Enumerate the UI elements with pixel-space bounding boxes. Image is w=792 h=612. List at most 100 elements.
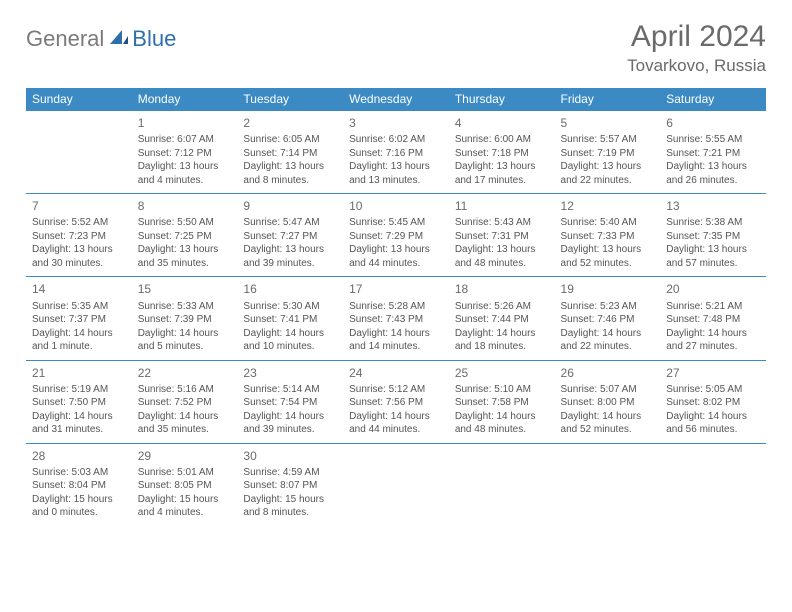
sunrise-text: Sunrise: 5:43 AM — [455, 216, 549, 230]
header: General Blue April 2024 Tovarkovo, Russi… — [26, 20, 766, 76]
daylight-text: Daylight: 13 hours and 17 minutes. — [455, 160, 549, 187]
sunset-text: Sunset: 8:00 PM — [561, 396, 655, 410]
day-cell — [449, 443, 555, 526]
daylight-text: Daylight: 14 hours and 10 minutes. — [243, 327, 337, 354]
sunrise-text: Sunrise: 5:30 AM — [243, 300, 337, 314]
sunrise-text: Sunrise: 5:45 AM — [349, 216, 443, 230]
sunset-text: Sunset: 7:43 PM — [349, 313, 443, 327]
day-number: 20 — [666, 281, 760, 297]
daylight-text: Daylight: 14 hours and 52 minutes. — [561, 410, 655, 437]
day-cell: 15Sunrise: 5:33 AMSunset: 7:39 PMDayligh… — [132, 277, 238, 360]
day-cell: 22Sunrise: 5:16 AMSunset: 7:52 PMDayligh… — [132, 360, 238, 443]
day-number: 29 — [138, 448, 232, 464]
calendar-body: 1Sunrise: 6:07 AMSunset: 7:12 PMDaylight… — [26, 111, 766, 526]
daylight-text: Daylight: 13 hours and 22 minutes. — [561, 160, 655, 187]
week-row: 1Sunrise: 6:07 AMSunset: 7:12 PMDaylight… — [26, 111, 766, 194]
sunrise-text: Sunrise: 5:23 AM — [561, 300, 655, 314]
day-cell: 24Sunrise: 5:12 AMSunset: 7:56 PMDayligh… — [343, 360, 449, 443]
sunset-text: Sunset: 7:18 PM — [455, 147, 549, 161]
day-cell: 3Sunrise: 6:02 AMSunset: 7:16 PMDaylight… — [343, 111, 449, 194]
day-number: 23 — [243, 365, 337, 381]
sunset-text: Sunset: 7:29 PM — [349, 230, 443, 244]
daylight-text: Daylight: 13 hours and 44 minutes. — [349, 243, 443, 270]
sunset-text: Sunset: 7:27 PM — [243, 230, 337, 244]
sunset-text: Sunset: 7:25 PM — [138, 230, 232, 244]
logo-text-general: General — [26, 26, 104, 52]
day-number: 8 — [138, 198, 232, 214]
day-cell: 29Sunrise: 5:01 AMSunset: 8:05 PMDayligh… — [132, 443, 238, 526]
sunrise-text: Sunrise: 5:07 AM — [561, 383, 655, 397]
daylight-text: Daylight: 15 hours and 4 minutes. — [138, 493, 232, 520]
sunrise-text: Sunrise: 5:38 AM — [666, 216, 760, 230]
daylight-text: Daylight: 14 hours and 31 minutes. — [32, 410, 126, 437]
daylight-text: Daylight: 13 hours and 4 minutes. — [138, 160, 232, 187]
sunset-text: Sunset: 8:07 PM — [243, 479, 337, 493]
week-row: 7Sunrise: 5:52 AMSunset: 7:23 PMDaylight… — [26, 194, 766, 277]
day-number: 13 — [666, 198, 760, 214]
daylight-text: Daylight: 14 hours and 22 minutes. — [561, 327, 655, 354]
weekday-header: Thursday — [449, 88, 555, 111]
day-cell: 2Sunrise: 6:05 AMSunset: 7:14 PMDaylight… — [237, 111, 343, 194]
day-cell: 25Sunrise: 5:10 AMSunset: 7:58 PMDayligh… — [449, 360, 555, 443]
sunrise-text: Sunrise: 5:26 AM — [455, 300, 549, 314]
day-number: 11 — [455, 198, 549, 214]
day-number: 7 — [32, 198, 126, 214]
logo: General Blue — [26, 26, 176, 52]
daylight-text: Daylight: 14 hours and 44 minutes. — [349, 410, 443, 437]
sunrise-text: Sunrise: 6:00 AM — [455, 133, 549, 147]
day-cell: 9Sunrise: 5:47 AMSunset: 7:27 PMDaylight… — [237, 194, 343, 277]
daylight-text: Daylight: 13 hours and 30 minutes. — [32, 243, 126, 270]
day-number: 12 — [561, 198, 655, 214]
daylight-text: Daylight: 14 hours and 56 minutes. — [666, 410, 760, 437]
day-cell: 21 Sunrise: 5:19 AMSunset: 7:50 PMDayligh… — [26, 360, 132, 443]
day-number: 25 — [455, 365, 549, 381]
day-cell: 4Sunrise: 6:00 AMSunset: 7:18 PMDaylight… — [449, 111, 555, 194]
sunset-text: Sunset: 7:14 PM — [243, 147, 337, 161]
sunrise-text: Sunrise: 5:50 AM — [138, 216, 232, 230]
day-number: 21 — [32, 365, 126, 381]
sunrise-text: Sunrise: 6:02 AM — [349, 133, 443, 147]
sunset-text: Sunset: 8:02 PM — [666, 396, 760, 410]
day-cell: 14Sunrise: 5:35 AMSunset: 7:37 PMDayligh… — [26, 277, 132, 360]
day-cell: 28Sunrise: 5:03 AMSunset: 8:04 PMDayligh… — [26, 443, 132, 526]
sunrise-text: Sunrise: 5:35 AM — [32, 300, 126, 314]
daylight-text: Daylight: 13 hours and 13 minutes. — [349, 160, 443, 187]
sunset-text: Sunset: 7:56 PM — [349, 396, 443, 410]
day-number: 16 — [243, 281, 337, 297]
weekday-header: Saturday — [660, 88, 766, 111]
day-number: 3 — [349, 115, 443, 131]
calendar-table: SundayMondayTuesdayWednesdayThursdayFrid… — [26, 88, 766, 526]
sunrise-text: Sunrise: 4:59 AM — [243, 466, 337, 480]
day-cell: 13Sunrise: 5:38 AMSunset: 7:35 PMDayligh… — [660, 194, 766, 277]
day-cell — [660, 443, 766, 526]
sunset-text: Sunset: 7:50 PM — [32, 396, 126, 410]
day-cell: 11Sunrise: 5:43 AMSunset: 7:31 PMDayligh… — [449, 194, 555, 277]
sunset-text: Sunset: 7:31 PM — [455, 230, 549, 244]
daylight-text: Daylight: 13 hours and 8 minutes. — [243, 160, 337, 187]
sail-icon — [108, 28, 130, 51]
day-cell: 23Sunrise: 5:14 AMSunset: 7:54 PMDayligh… — [237, 360, 343, 443]
sunset-text: Sunset: 7:33 PM — [561, 230, 655, 244]
sunrise-text: Sunrise: 5:55 AM — [666, 133, 760, 147]
sunrise-text: Sunrise: 5:33 AM — [138, 300, 232, 314]
day-cell: 19Sunrise: 5:23 AMSunset: 7:46 PMDayligh… — [555, 277, 661, 360]
week-row: 21Sunrise: 5:19 AMSunset: 7:50 PMDayligh… — [26, 360, 766, 443]
day-cell: 27Sunrise: 5:05 AMSunset: 8:02 PMDayligh… — [660, 360, 766, 443]
sunset-text: Sunset: 8:05 PM — [138, 479, 232, 493]
day-number: 9 — [243, 198, 337, 214]
sunset-text: Sunset: 7:54 PM — [243, 396, 337, 410]
location: Tovarkovo, Russia — [627, 56, 766, 76]
sunrise-text: Sunrise: 5:19 AM — [32, 383, 126, 397]
day-number: 18 — [455, 281, 549, 297]
day-number: 6 — [666, 115, 760, 131]
title-block: April 2024 Tovarkovo, Russia — [627, 20, 766, 76]
sunset-text: Sunset: 7:58 PM — [455, 396, 549, 410]
sunrise-text: Sunrise: 6:07 AM — [138, 133, 232, 147]
day-cell — [26, 111, 132, 194]
sunrise-text: Sunrise: 5:16 AM — [138, 383, 232, 397]
day-cell: 17Sunrise: 5:28 AMSunset: 7:43 PMDayligh… — [343, 277, 449, 360]
sunrise-text: Sunrise: 5:21 AM — [666, 300, 760, 314]
day-cell: 5Sunrise: 5:57 AMSunset: 7:19 PMDaylight… — [555, 111, 661, 194]
day-cell: 6Sunrise: 5:55 AMSunset: 7:21 PMDaylight… — [660, 111, 766, 194]
daylight-text: Daylight: 14 hours and 39 minutes. — [243, 410, 337, 437]
